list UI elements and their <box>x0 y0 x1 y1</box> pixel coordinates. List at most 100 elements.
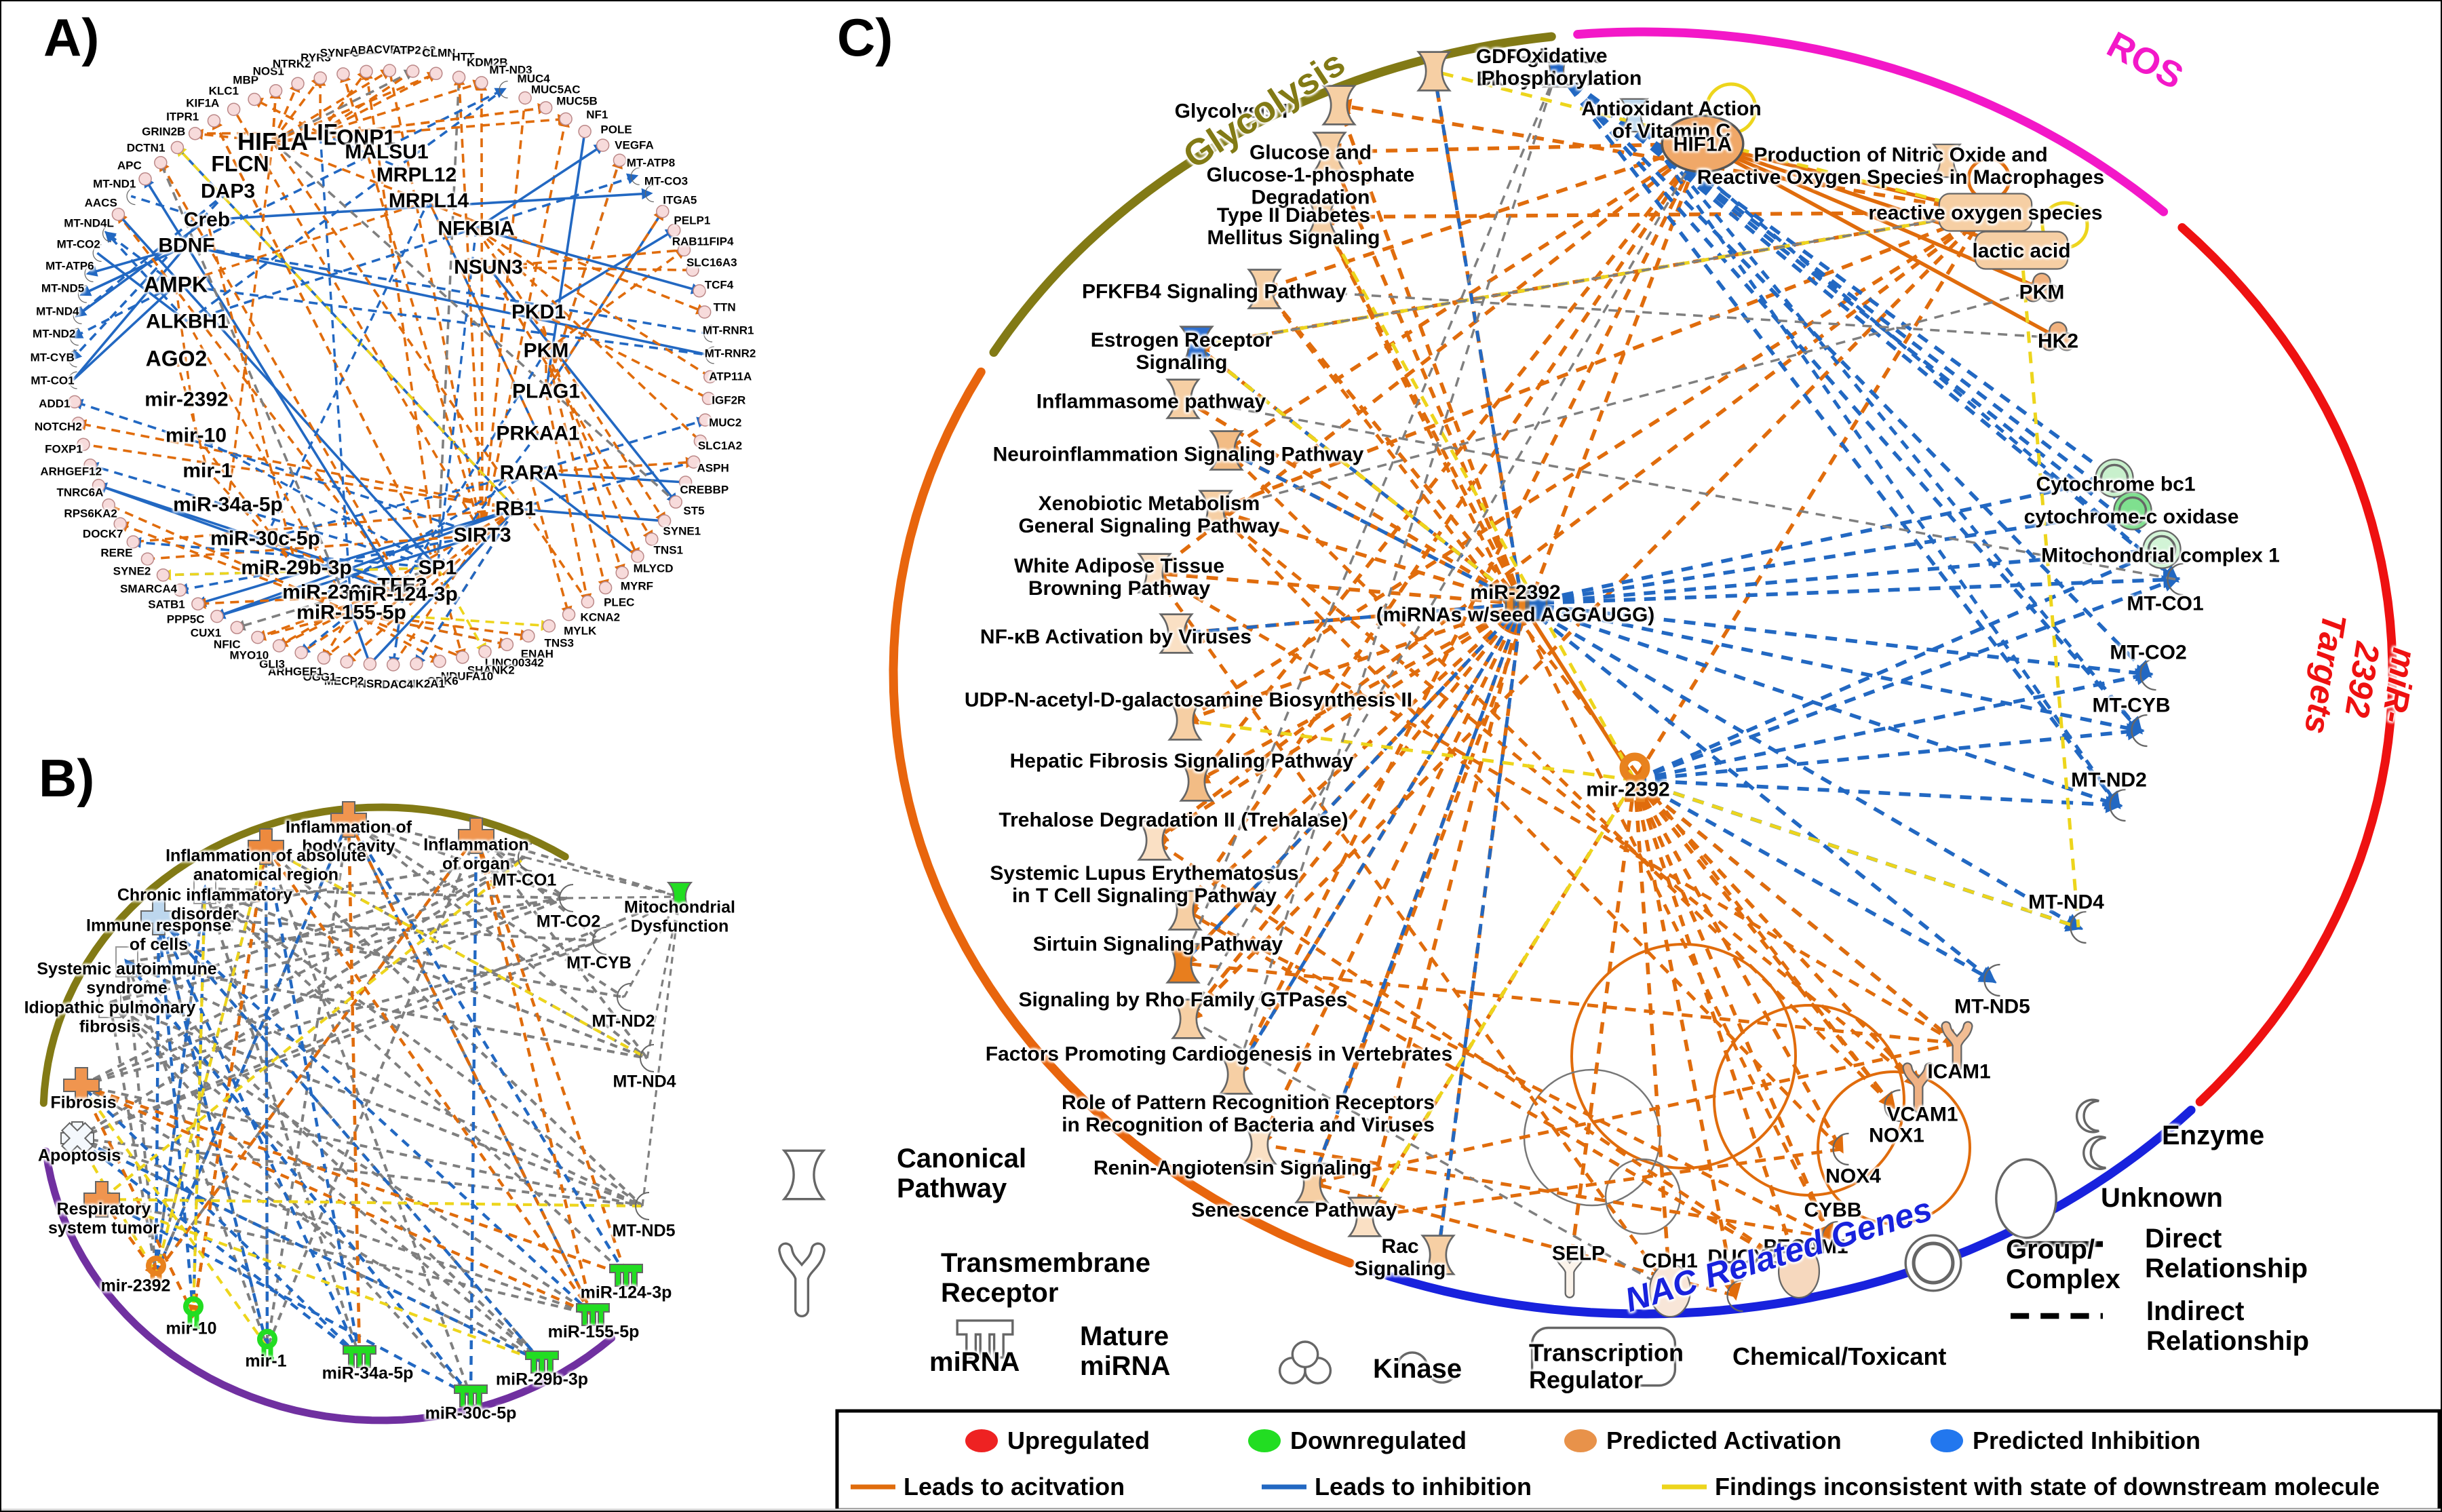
panel-a-node-slc1a2[interactable]: SLC1A2 <box>697 439 743 452</box>
mt-co1-icon[interactable] <box>2167 562 2184 596</box>
panel-a-node-abl2[interactable]: ABL2 <box>349 44 380 58</box>
panel-c-pathway-renin-angiotensin-signaling[interactable]: Renin-Angiotensin Signaling <box>1093 1157 1372 1180</box>
panel-b-node-mt-cyb[interactable]: MT-CYB <box>566 953 632 973</box>
panel-a-node-myrf[interactable]: MYRF <box>620 579 653 593</box>
pelp1-icon[interactable] <box>667 223 681 237</box>
panel-b-node-mir-124-3p[interactable]: miR-124-3p <box>580 1283 672 1302</box>
cybb-icon[interactable] <box>1821 1220 1838 1254</box>
panel-a-node-syne2[interactable]: SYNE2 <box>113 565 151 579</box>
panel-b-node-mir-10[interactable]: mir-10 <box>166 1319 217 1338</box>
panel-a-node-myo10[interactable]: MYO10 <box>229 648 269 662</box>
panel-c-pathway-factors-promoting-cardiogenesis-in-vertebrates[interactable]: Factors Promoting Cardiogenesis in Verte… <box>985 1043 1453 1066</box>
canonical-legend-icon[interactable] <box>781 1149 826 1201</box>
panel-a-hub-mir-10[interactable]: mir-10 <box>165 424 227 447</box>
panel-a-node-mt-atp8[interactable]: MT-ATP8 <box>626 156 676 170</box>
tns1-icon[interactable] <box>645 532 659 546</box>
nf-b-activation-by-viruses-icon[interactable] <box>1159 613 1194 654</box>
inflammation-of-organ-icon[interactable] <box>458 817 495 854</box>
panel-a-node-acvr2b[interactable]: ACVR2B <box>366 43 414 56</box>
panel-a-node-mecp2[interactable]: MECP2 <box>324 675 364 689</box>
panel-a-hub-rara[interactable]: RARA <box>499 461 559 484</box>
panel-c-pathway-pfkfb4-signaling-pathway[interactable]: PFKFB4 Signaling Pathway <box>1081 280 1347 303</box>
linc00342-icon[interactable] <box>500 638 514 651</box>
panel-c-gene-mt-cyb[interactable]: MT-CYB <box>2092 694 2171 717</box>
panel-a-hub-malsu1[interactable]: MALSU1 <box>345 140 429 163</box>
mt-nd2-icon[interactable] <box>69 328 79 346</box>
transmembrane-legend-icon[interactable] <box>778 1242 826 1318</box>
apoptosis-icon[interactable] <box>54 1115 100 1161</box>
panel-a-node-mylk[interactable]: MYLK <box>564 624 597 638</box>
panel-a-node-add1[interactable]: ADD1 <box>39 397 71 410</box>
unknown-legend-icon[interactable] <box>1995 1158 2057 1239</box>
panel-a-node-clmn[interactable]: CLMN <box>422 46 456 60</box>
panel-c-pathway-senescence-pathway[interactable]: Senescence Pathway <box>1191 1199 1397 1222</box>
pfkfb4-signaling-pathway-icon[interactable] <box>1247 269 1282 309</box>
chemical-toxicant-legend-icon[interactable] <box>1530 1326 1677 1387</box>
panel-a-node-mt-atp6[interactable]: MT-ATP6 <box>45 260 94 273</box>
mt-cyb-icon[interactable] <box>592 927 607 955</box>
panel-c-pathway-glycolysis-i[interactable]: Glycolysis I <box>1174 100 1288 123</box>
panel-a-node-slc16a3[interactable]: SLC16A3 <box>686 256 737 270</box>
mir-29b-3p-icon[interactable] <box>525 1351 559 1374</box>
oxidative-icon[interactable] <box>1541 53 1572 88</box>
panel-a-node-kif1a[interactable]: KIF1A <box>186 96 220 110</box>
ogg1-icon[interactable] <box>317 651 331 665</box>
panel-b-node-mir-29b-3p[interactable]: miR-29b-3p <box>495 1370 589 1389</box>
panel-a-hub-prkaa1[interactable]: PRKAA1 <box>496 422 580 445</box>
slc1a2-icon[interactable] <box>693 434 708 448</box>
satb1-icon[interactable] <box>173 583 187 597</box>
trehalose-degradation-ii-trehalase-icon[interactable] <box>1137 820 1172 861</box>
muc5ac-icon[interactable] <box>539 101 553 115</box>
panel-b-node-respiratory-system-tumor[interactable]: Respiratory system tumor <box>48 1199 159 1237</box>
itga5-icon[interactable] <box>656 204 670 218</box>
csnk2a1-icon[interactable] <box>410 657 423 671</box>
myrf-icon[interactable] <box>615 566 629 579</box>
panel-a-hub-dap3[interactable]: DAP3 <box>200 180 256 203</box>
panel-a-node-mt-co1[interactable]: MT-CO1 <box>31 374 75 387</box>
panel-a-node-nfic[interactable]: NFIC <box>213 638 241 652</box>
atp2a2-icon[interactable] <box>406 64 420 78</box>
panel-c-gene-mt-co1[interactable]: MT-CO1 <box>2127 592 2204 615</box>
panel-a-node-mt-rnr1[interactable]: MT-RNR1 <box>702 324 754 337</box>
panel-c-gene-antioxidant-action[interactable]: Antioxidant Action of Vitamin C <box>1581 98 1762 142</box>
panel-c-pathway-xenobiotic-metabolism[interactable]: Xenobiotic Metabolism General Signaling … <box>1018 492 1280 537</box>
gli3-icon[interactable] <box>272 639 286 653</box>
rac-icon[interactable] <box>1420 1235 1456 1275</box>
panel-c-pathway-nf-b-activation-by-viruses[interactable]: NF-κB Activation by Viruses <box>980 625 1252 648</box>
smarca4-icon[interactable] <box>156 568 170 582</box>
panel-a-node-mt-cyb[interactable]: MT-CYB <box>30 351 75 364</box>
panel-a-hub-sirt3[interactable]: SIRT3 <box>453 524 511 547</box>
neuroinflammation-signaling-pathway-icon[interactable] <box>1209 430 1244 471</box>
panel-a-hub-sp1[interactable]: SP1 <box>418 556 457 579</box>
inflammation-of-absolute-anatomical-region-icon[interactable] <box>248 828 284 865</box>
apc-icon[interactable] <box>138 172 152 186</box>
panel-a-hub-mir-34a-5p[interactable]: miR-34a-5p <box>173 493 283 516</box>
inflammation-of-body-cavity-icon[interactable] <box>330 801 367 838</box>
muc4-icon[interactable] <box>518 91 532 105</box>
acvr2b-icon[interactable] <box>383 64 397 77</box>
production-of-nitric-oxide-and-icon[interactable] <box>1931 143 1962 178</box>
muc2-icon[interactable] <box>698 413 712 427</box>
abl2-icon[interactable] <box>360 64 373 79</box>
panel-a-node-enah[interactable]: ENAH <box>520 647 554 661</box>
panel-a-node-shank2[interactable]: SHANK2 <box>467 664 515 678</box>
panel-c-gene-nox1[interactable]: NOX1 <box>1869 1124 1924 1147</box>
syne1-icon[interactable] <box>657 514 672 528</box>
lactic-acid-icon[interactable] <box>1974 231 2069 270</box>
panel-c-gene-reactive-oxygen-species[interactable]: reactive oxygen species <box>1868 201 2103 225</box>
role-of-pattern-recognition-receptors-icon[interactable] <box>1242 1124 1277 1165</box>
panel-a-hub-pkd1[interactable]: PKD1 <box>511 301 566 324</box>
panel-b-node-immune-response-of-cells[interactable]: Immune response of cells <box>86 916 231 954</box>
panel-c-center-mir-2392[interactable]: miR-2392 (miRNAs w/seed AGGAUGG) <box>1376 581 1655 626</box>
panel-a-node-gli3[interactable]: GLI3 <box>259 657 285 671</box>
fibrosis-icon[interactable] <box>63 1067 100 1104</box>
panel-c-gene-cybb[interactable]: CYBB <box>1804 1199 1862 1222</box>
panel-a-hub-ago2[interactable]: AGO2 <box>145 346 208 371</box>
mir-34a-5p-icon[interactable] <box>343 1345 376 1368</box>
panel-a-hub-nsun3[interactable]: NSUN3 <box>454 256 523 279</box>
panel-a-node-aacs[interactable]: AACS <box>84 197 117 210</box>
mitochondrial-complex-1-icon[interactable] <box>2142 530 2182 569</box>
immune-response-of-cells-icon[interactable] <box>140 899 177 935</box>
panel-a-node-muc4[interactable]: MUC4 <box>517 72 550 85</box>
panel-c-pathway-gdp-glucose[interactable]: GDP-glucose Biosynthesis <box>1475 45 1604 90</box>
